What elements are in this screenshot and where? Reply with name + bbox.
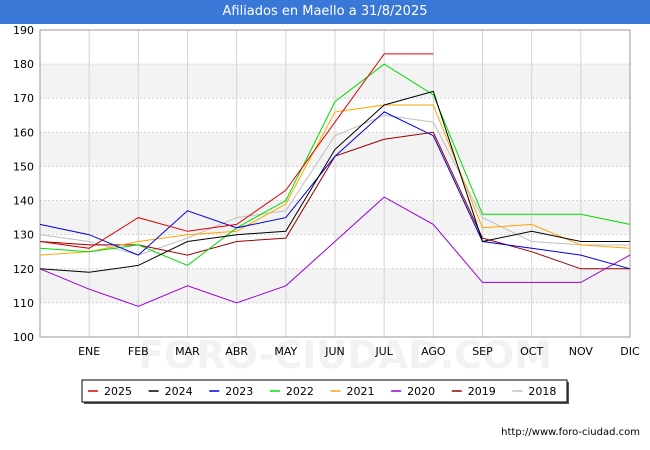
x-tick-label: MAY	[274, 345, 297, 358]
legend	[81, 379, 568, 403]
watermark: FORO-CIUDAD.COM	[138, 333, 552, 377]
x-tick-label: MAR	[175, 345, 200, 358]
x-tick-label: DIC	[620, 345, 640, 358]
y-tick-label: 160	[13, 126, 34, 139]
y-tick-label: 180	[13, 58, 34, 71]
series-line-2024	[39, 90, 630, 273]
x-tick-label: ENE	[78, 345, 100, 358]
plot-border	[39, 29, 631, 338]
x-tick-label: JUN	[324, 345, 345, 358]
x-tick-label: JUL	[374, 345, 393, 358]
footer-url[interactable]: http://www.foro-ciudad.com	[501, 427, 640, 438]
x-tick-label: OCT	[520, 345, 543, 358]
y-tick-label: 190	[13, 24, 34, 37]
legend-label-2021: 2021	[347, 385, 375, 398]
x-tick-label: FEB	[128, 345, 149, 358]
legend-label-2024: 2024	[165, 385, 193, 398]
legend-label-2023: 2023	[225, 385, 253, 398]
y-tick-label: 130	[13, 229, 34, 242]
legend-label-2018: 2018	[528, 385, 556, 398]
legend-label-2022: 2022	[286, 385, 314, 398]
y-tick-label: 100	[13, 331, 34, 344]
series-line-2020	[39, 196, 631, 307]
legend-label-2020: 2020	[407, 385, 435, 398]
y-tick-label: 150	[13, 160, 34, 173]
x-tick-label: SEP	[472, 345, 493, 358]
x-tick-label: ABR	[225, 345, 248, 358]
legend-label-2019: 2019	[468, 385, 496, 398]
y-tick-label: 110	[13, 297, 34, 310]
y-tick-label: 170	[13, 92, 34, 105]
title-bar: Afiliados en Maello a 31/8/2025	[0, 0, 650, 24]
series-line-2022	[39, 63, 631, 266]
y-tick-label: 120	[13, 263, 34, 276]
x-tick-label: AGO	[421, 345, 446, 358]
y-tick-label: 140	[13, 195, 34, 208]
series-line-2023	[39, 111, 631, 270]
chart-title: Afiliados en Maello a 31/8/2025	[222, 4, 428, 19]
series-line-2025	[39, 53, 434, 249]
legend-label-2025: 2025	[104, 385, 132, 398]
series-line-2021	[39, 104, 631, 256]
x-tick-label: NOV	[569, 345, 594, 358]
